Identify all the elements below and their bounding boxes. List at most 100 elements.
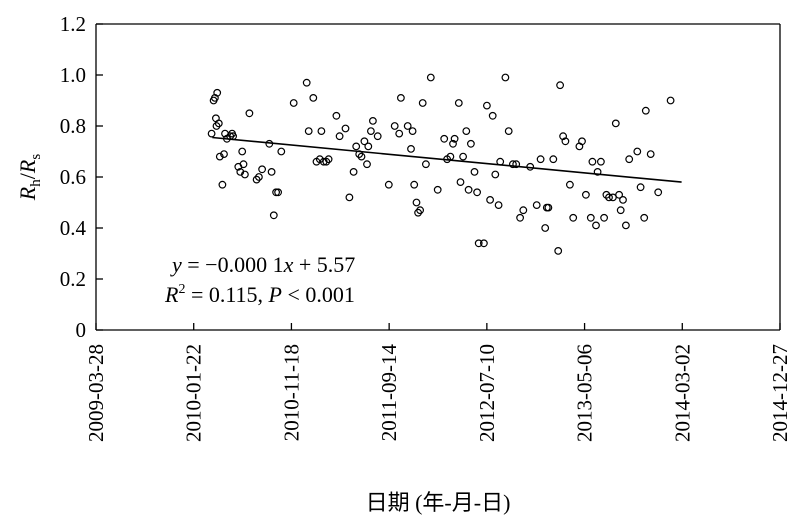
y-axis-title: Rh/Rs	[15, 154, 44, 202]
data-point	[302, 78, 311, 87]
data-point	[625, 155, 634, 164]
x-tick-label: 2012-07-10	[475, 344, 499, 442]
data-point	[245, 109, 254, 118]
data-point	[345, 193, 354, 202]
data-point	[654, 188, 663, 197]
data-point	[611, 119, 620, 128]
data-point	[373, 132, 382, 141]
data-point	[459, 152, 468, 161]
data-point	[369, 116, 377, 125]
data-point	[363, 160, 371, 169]
data-point	[412, 198, 421, 207]
data-point	[556, 81, 564, 90]
x-axis-title: 日期 (年-月-日)	[366, 490, 511, 515]
data-point	[578, 137, 586, 146]
data-point	[586, 213, 595, 222]
data-point	[501, 73, 510, 82]
data-point	[615, 190, 623, 199]
data-point	[549, 155, 558, 164]
data-point	[600, 213, 608, 222]
data-point	[238, 147, 247, 156]
data-point	[335, 132, 344, 141]
regression-line	[212, 136, 682, 183]
y-tick-label: 1.2	[60, 12, 86, 36]
data-point	[449, 139, 457, 148]
y-ticks: 0 0.2 0.4 0.6 0.8 1.0 1.2	[60, 12, 103, 342]
data-point	[582, 190, 590, 199]
data-point	[619, 195, 627, 204]
data-point	[304, 127, 313, 136]
data-point	[360, 137, 369, 146]
data-point	[532, 201, 541, 210]
data-point	[561, 137, 570, 146]
y-tick-label: 1.0	[60, 63, 86, 87]
data-point	[640, 213, 649, 222]
data-point	[440, 134, 449, 143]
data-point	[456, 178, 465, 187]
data-point	[324, 155, 333, 164]
data-point	[593, 167, 602, 176]
x-tick-label: 2013-05-06	[573, 344, 597, 442]
regression-equation: y = −0.000 1x + 5.57	[170, 252, 355, 277]
data-point	[269, 211, 278, 220]
data-point	[422, 160, 430, 169]
data-point	[554, 246, 563, 255]
data-point	[332, 111, 341, 120]
data-point	[488, 111, 497, 120]
data-point	[486, 195, 495, 204]
data-point	[220, 150, 228, 159]
data-point	[240, 170, 249, 179]
data-point	[450, 134, 459, 143]
data-point	[633, 147, 642, 156]
data-point	[364, 142, 373, 151]
data-point	[474, 239, 483, 248]
data-point	[602, 190, 611, 199]
y-tick-label: 0.2	[60, 267, 86, 291]
data-point	[666, 96, 675, 105]
data-point	[315, 155, 324, 164]
data-point	[519, 206, 528, 215]
x-tick-label: 2011-09-14	[377, 344, 401, 442]
y-tick-label: 0.4	[60, 216, 87, 240]
data-point	[569, 213, 578, 222]
data-point	[504, 127, 513, 136]
data-point	[418, 99, 427, 107]
x-tick-label: 2010-01-22	[182, 344, 206, 442]
data-point	[636, 183, 645, 192]
data-point	[516, 213, 524, 222]
data-point	[403, 122, 412, 130]
data-point	[215, 152, 224, 161]
data-point	[367, 127, 375, 136]
data-point	[390, 122, 399, 130]
data-point	[214, 119, 223, 128]
data-point	[352, 142, 361, 151]
data-point	[277, 147, 286, 156]
x-tick-label: 2014-03-02	[670, 344, 694, 442]
data-point	[592, 221, 600, 230]
data-point	[433, 185, 442, 194]
data-point	[467, 139, 475, 148]
data-point	[317, 127, 326, 136]
data-point	[494, 201, 503, 210]
data-point	[622, 221, 630, 230]
data-point	[464, 185, 473, 194]
data-point	[454, 99, 463, 107]
data-point	[609, 193, 617, 202]
data-point	[483, 101, 491, 110]
data-point	[322, 157, 331, 166]
data-point	[341, 124, 350, 133]
data-point	[544, 203, 553, 212]
data-point	[384, 180, 393, 189]
data-point	[641, 106, 650, 115]
data-point	[213, 88, 222, 97]
data-point	[407, 144, 415, 153]
data-point	[509, 160, 517, 169]
data-point	[491, 170, 500, 179]
data-point	[616, 206, 625, 215]
data-point	[267, 167, 276, 176]
data-point	[566, 180, 574, 189]
data-point	[597, 157, 605, 166]
data-point	[646, 150, 655, 159]
y-tick-label: 0	[76, 318, 87, 342]
